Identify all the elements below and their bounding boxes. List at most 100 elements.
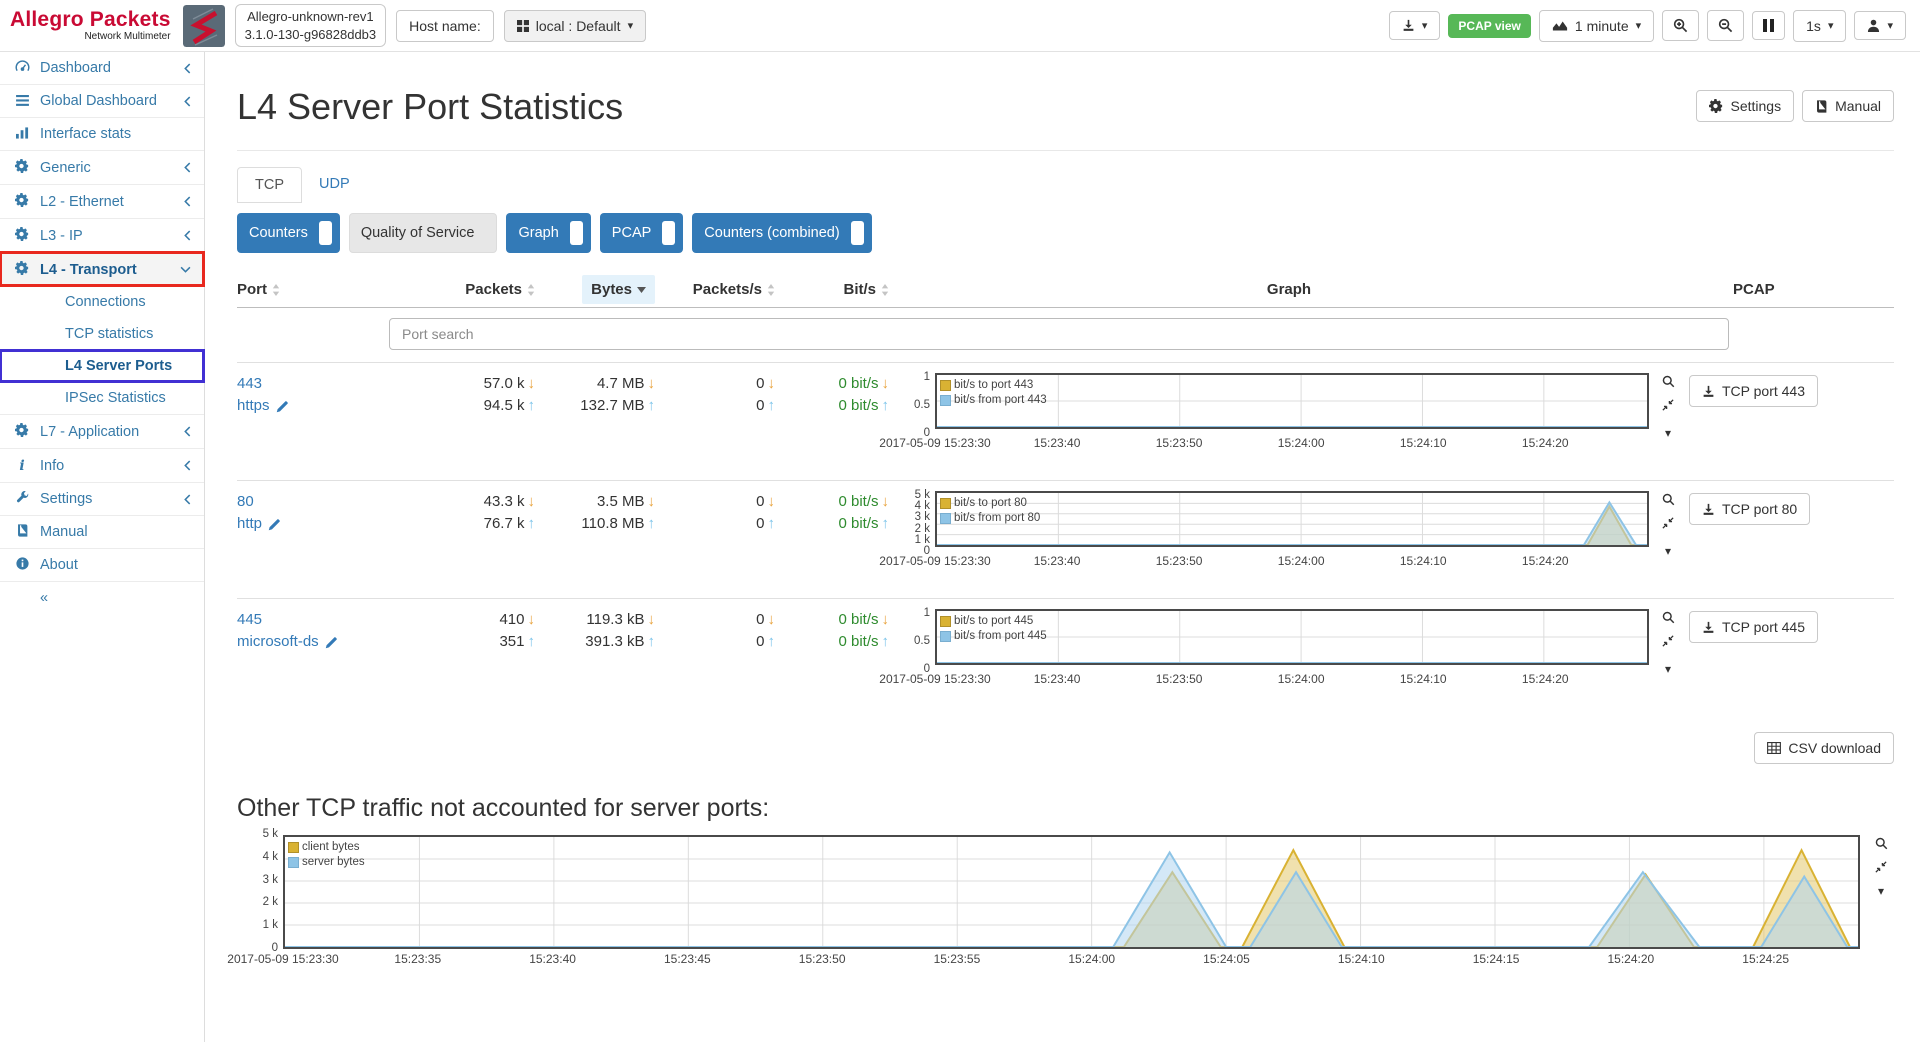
magnifier-icon[interactable] — [1662, 375, 1675, 388]
legend-swatch-client — [288, 842, 299, 853]
zoom-in-button[interactable] — [1662, 10, 1699, 41]
sidebar-item-dashboard[interactable]: Dashboard — [0, 52, 204, 84]
tab-tcp[interactable]: TCP — [237, 167, 302, 203]
sort-desc-icon — [637, 287, 646, 293]
sidebar-item-ipsec-statistics[interactable]: IPSec Statistics — [0, 382, 204, 414]
tab-udp[interactable]: UDP — [302, 167, 367, 203]
manual-button[interactable]: Manual — [1802, 90, 1894, 122]
arrow-down-icon: ↓ — [648, 373, 656, 395]
sidebar-item-l4-transport[interactable]: L4 - Transport — [0, 252, 204, 286]
pause-button[interactable] — [1752, 11, 1785, 40]
port-link[interactable]: 445 — [237, 609, 262, 631]
zoom-out-button[interactable] — [1707, 10, 1744, 41]
sidebar-item-interface-stats[interactable]: Interface stats — [0, 117, 204, 150]
arrow-up-icon: ↑ — [768, 513, 776, 535]
port-link[interactable]: 443 — [237, 373, 262, 395]
chevron-down-icon: ▾ — [1422, 19, 1428, 32]
pencil-icon[interactable] — [276, 400, 289, 413]
value-down: 0 bit/s — [838, 491, 878, 513]
arrow-down-icon: ↓ — [528, 609, 536, 631]
toggle-graph[interactable]: Graph — [506, 213, 590, 253]
host-select[interactable]: local : Default ▾ — [504, 10, 646, 42]
pencil-icon[interactable] — [268, 518, 281, 531]
user-icon — [1867, 19, 1880, 32]
toggle-counters[interactable]: Counters — [237, 213, 340, 253]
download-icon — [1702, 385, 1715, 398]
download-icon — [1702, 621, 1715, 634]
collapse-icon[interactable] — [1875, 861, 1887, 873]
service-link[interactable]: http — [237, 513, 262, 535]
zoom-in-icon — [1673, 18, 1688, 33]
chevron-left-icon — [184, 494, 191, 505]
column-header-packets-s[interactable]: Packets/s — [663, 281, 775, 298]
sidebar-item-about[interactable]: About — [0, 548, 204, 581]
legend-swatch-client — [940, 380, 951, 391]
sidebar-item-l2-ethernet[interactable]: L2 - Ethernet — [0, 184, 204, 218]
toggle-quality-of-service[interactable]: Quality of Service — [349, 213, 498, 253]
pcap-download-button[interactable]: TCP port 443 — [1689, 375, 1818, 407]
sidebar-item-info[interactable]: i Info — [0, 448, 204, 482]
chevron-down-icon[interactable]: ▾ — [1665, 540, 1671, 562]
sidebar-item-l3-ip[interactable]: L3 - IP — [0, 218, 204, 252]
pencil-icon[interactable] — [325, 636, 338, 649]
chevron-down-icon: ▾ — [1636, 19, 1642, 32]
port-link[interactable]: 80 — [237, 491, 254, 513]
interval-value: 1 minute — [1575, 18, 1629, 34]
arrow-up-icon: ↑ — [528, 395, 536, 417]
interval-select[interactable]: 1 minute ▾ — [1539, 10, 1654, 42]
arrow-down-icon: ↓ — [882, 373, 890, 395]
chevron-down-icon[interactable]: ▾ — [1878, 884, 1884, 898]
column-header-packets[interactable]: Packets — [395, 281, 535, 298]
table-row: 445 microsoft-ds 410↓351↑ 119.3 kB↓391.3… — [237, 598, 1894, 716]
magnifier-icon[interactable] — [1662, 493, 1675, 506]
pcap-view-badge[interactable]: PCAP view — [1448, 14, 1530, 38]
collapse-icon[interactable] — [1662, 517, 1674, 529]
sidebar-item-l7-application[interactable]: L7 - Application — [0, 414, 204, 448]
magnifier-icon[interactable] — [1875, 837, 1888, 850]
pcap-download-button[interactable]: TCP port 80 — [1689, 493, 1810, 525]
service-link[interactable]: microsoft-ds — [237, 631, 319, 653]
value-down: 4.7 MB — [597, 373, 645, 395]
area-chart-icon — [1552, 20, 1568, 32]
pause-icon — [1763, 19, 1774, 32]
sort-icon — [767, 284, 775, 296]
column-header-port[interactable]: Port — [237, 281, 387, 298]
arrow-down-icon: ↓ — [528, 373, 536, 395]
bars-icon — [13, 126, 31, 142]
info-circle-icon — [13, 557, 31, 573]
chart-plot-area: bit/s to port 443bit/s from port 443 — [935, 373, 1649, 429]
collapse-icon[interactable] — [1662, 635, 1674, 647]
column-header-bit-s[interactable]: Bit/s — [783, 281, 889, 298]
magnifier-icon[interactable] — [1662, 611, 1675, 624]
sidebar-item-settings[interactable]: Settings — [0, 482, 204, 515]
value-down: 0 bit/s — [838, 609, 878, 631]
service-link[interactable]: https — [237, 395, 270, 417]
column-header-bytes[interactable]: Bytes — [582, 275, 655, 304]
csv-download-button[interactable]: CSV download — [1754, 732, 1894, 764]
sidebar-item-generic[interactable]: Generic — [0, 150, 204, 184]
sidebar-item-tcp-statistics[interactable]: TCP statistics — [0, 318, 204, 350]
other-traffic-chart: 01 k2 k3 k4 k5 kclient bytesserver bytes… — [237, 835, 1860, 966]
user-menu-button[interactable]: ▾ — [1854, 11, 1906, 40]
refresh-interval-select[interactable]: 1s ▾ — [1793, 10, 1846, 42]
chevron-down-icon[interactable]: ▾ — [1665, 658, 1671, 680]
gear-icon — [13, 261, 31, 278]
settings-button[interactable]: Settings — [1696, 90, 1794, 122]
pcap-download-button[interactable]: TCP port 445 — [1689, 611, 1818, 643]
value-up: 0 bit/s — [838, 513, 878, 535]
sidebar-item-connections[interactable]: Connections — [0, 286, 204, 318]
sidebar-item-collapse[interactable]: « — [0, 581, 204, 614]
toggle-counters-combined[interactable]: Counters (combined) — [692, 213, 871, 253]
download-menu-button[interactable]: ▾ — [1389, 11, 1441, 40]
chevron-down-icon[interactable]: ▾ — [1665, 422, 1671, 444]
sidebar-item-global-dashboard[interactable]: Global Dashboard — [0, 84, 204, 117]
gear-icon — [13, 227, 31, 244]
toggle-pcap[interactable]: PCAP — [600, 213, 684, 253]
sidebar-item-l4-server-ports[interactable]: L4 Server Ports — [0, 350, 204, 382]
port-search-input[interactable] — [389, 318, 1729, 350]
collapse-icon[interactable] — [1662, 399, 1674, 411]
chevron-left-icon — [184, 162, 191, 173]
value-up: 110.8 MB — [581, 513, 644, 535]
legend-label: client bytes — [302, 840, 360, 855]
sidebar-item-manual[interactable]: Manual — [0, 515, 204, 548]
